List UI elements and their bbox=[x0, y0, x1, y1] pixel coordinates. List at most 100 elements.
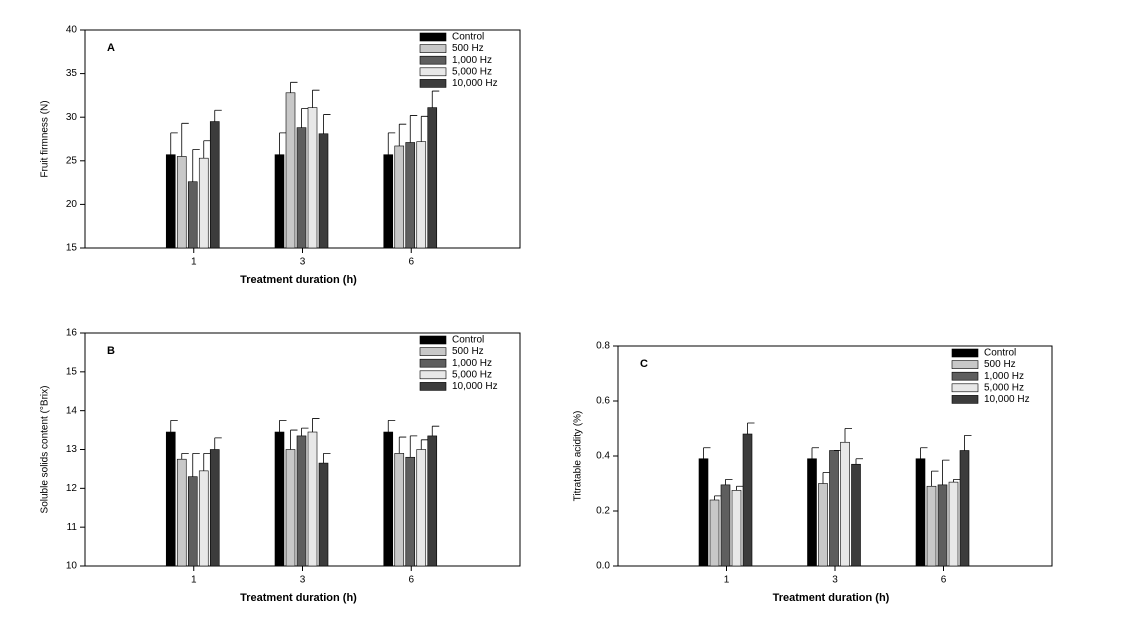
y-tick-label: 30 bbox=[66, 112, 78, 123]
error-bar bbox=[181, 122, 189, 157]
bar bbox=[274, 431, 285, 567]
legend-swatch bbox=[951, 383, 979, 393]
error-bar bbox=[279, 132, 287, 155]
legend-label: 10,000 Hz bbox=[452, 78, 498, 89]
legend-label: 5,000 Hz bbox=[452, 369, 492, 380]
bar bbox=[416, 141, 427, 249]
legend-label: Control bbox=[452, 335, 484, 346]
bar bbox=[318, 133, 329, 249]
panel-label: C bbox=[640, 358, 648, 370]
legend-label: Control bbox=[984, 348, 1016, 359]
legend-label: Control bbox=[452, 32, 484, 43]
y-axis-label: Titratable acidity (%) bbox=[573, 411, 584, 502]
bar bbox=[829, 450, 839, 567]
error-bar bbox=[301, 108, 309, 128]
error-bar bbox=[942, 459, 950, 485]
y-tick-label: 40 bbox=[66, 25, 78, 36]
legend-label: 5,000 Hz bbox=[984, 382, 1024, 393]
y-tick-label: 12 bbox=[66, 483, 78, 494]
bar bbox=[709, 499, 720, 567]
error-bar bbox=[170, 419, 178, 433]
error-bar bbox=[409, 435, 418, 458]
error-bar bbox=[301, 427, 309, 436]
y-tick-label: 13 bbox=[66, 444, 78, 455]
legend-label: 500 Hz bbox=[452, 43, 484, 54]
bar bbox=[937, 484, 948, 567]
error-bar bbox=[822, 472, 830, 484]
legend-label: 1,000 Hz bbox=[452, 55, 492, 66]
bar bbox=[851, 463, 861, 567]
legend-swatch bbox=[419, 44, 447, 53]
bar bbox=[948, 481, 959, 567]
y-tick-label: 0.0 bbox=[596, 561, 610, 572]
bar bbox=[807, 458, 817, 567]
error-bar bbox=[312, 418, 320, 433]
error-bar bbox=[420, 439, 429, 450]
error-bar bbox=[279, 419, 287, 433]
x-tick-label: 6 bbox=[408, 257, 414, 268]
y-tick-label: 10 bbox=[66, 561, 78, 572]
legend-label: 10,000 Hz bbox=[452, 381, 498, 392]
legend-swatch bbox=[951, 360, 979, 369]
bar bbox=[307, 431, 318, 567]
legend-swatch bbox=[419, 335, 447, 345]
y-tick-label: 16 bbox=[66, 328, 78, 339]
bar bbox=[731, 490, 742, 567]
error-bar bbox=[964, 434, 972, 451]
error-bar bbox=[312, 89, 320, 108]
error-bar bbox=[398, 436, 407, 454]
error-bar bbox=[398, 123, 407, 146]
legend-label: 1,000 Hz bbox=[452, 358, 492, 369]
bar bbox=[198, 157, 209, 249]
y-tick-label: 11 bbox=[67, 522, 78, 533]
bar bbox=[394, 145, 405, 249]
bar bbox=[383, 154, 394, 249]
bar bbox=[427, 107, 438, 249]
error-bar bbox=[920, 447, 928, 459]
bar bbox=[818, 483, 828, 567]
error-bar bbox=[387, 419, 396, 433]
error-bar bbox=[192, 452, 200, 477]
error-bar bbox=[203, 140, 211, 159]
bar bbox=[209, 449, 220, 567]
legend-label: 5,000 Hz bbox=[452, 66, 492, 77]
x-tick-label: 1 bbox=[724, 575, 730, 586]
bar bbox=[274, 154, 285, 249]
legend-swatch bbox=[419, 55, 447, 65]
panel-label: B bbox=[107, 345, 115, 357]
bar bbox=[187, 476, 198, 567]
bar bbox=[427, 435, 438, 567]
x-tick-label: 6 bbox=[941, 575, 947, 586]
y-axis-label: Soluble solids content (°Brix) bbox=[40, 386, 51, 514]
error-bar bbox=[409, 115, 418, 143]
error-bar bbox=[192, 149, 200, 182]
bar bbox=[187, 181, 198, 249]
error-bar bbox=[170, 132, 178, 155]
x-axis-label: Treatment duration (h) bbox=[773, 592, 890, 604]
y-tick-label: 25 bbox=[66, 155, 78, 166]
legend-swatch bbox=[419, 67, 447, 77]
legend-label: 500 Hz bbox=[984, 359, 1016, 370]
bar bbox=[926, 485, 937, 567]
error-bar bbox=[725, 478, 733, 485]
error-bar bbox=[811, 447, 819, 459]
error-bar bbox=[736, 485, 744, 491]
bar bbox=[720, 484, 731, 567]
error-bar bbox=[290, 429, 298, 450]
bar bbox=[307, 107, 318, 249]
error-bar bbox=[855, 458, 863, 465]
y-tick-label: 0.4 bbox=[596, 451, 610, 462]
bar bbox=[394, 453, 405, 567]
legend-swatch bbox=[951, 395, 979, 404]
chart-panel: 0.0 0.2 0.4 0.6 0.8 1 3 6 C Treatment duration (h… bbox=[573, 341, 1053, 604]
bar bbox=[742, 433, 753, 567]
legend-swatch bbox=[951, 371, 979, 381]
x-tick-label: 6 bbox=[408, 575, 414, 586]
y-tick-label: 20 bbox=[66, 199, 78, 210]
bar bbox=[383, 431, 394, 567]
legend-swatch bbox=[419, 32, 447, 42]
error-bar bbox=[323, 114, 331, 134]
